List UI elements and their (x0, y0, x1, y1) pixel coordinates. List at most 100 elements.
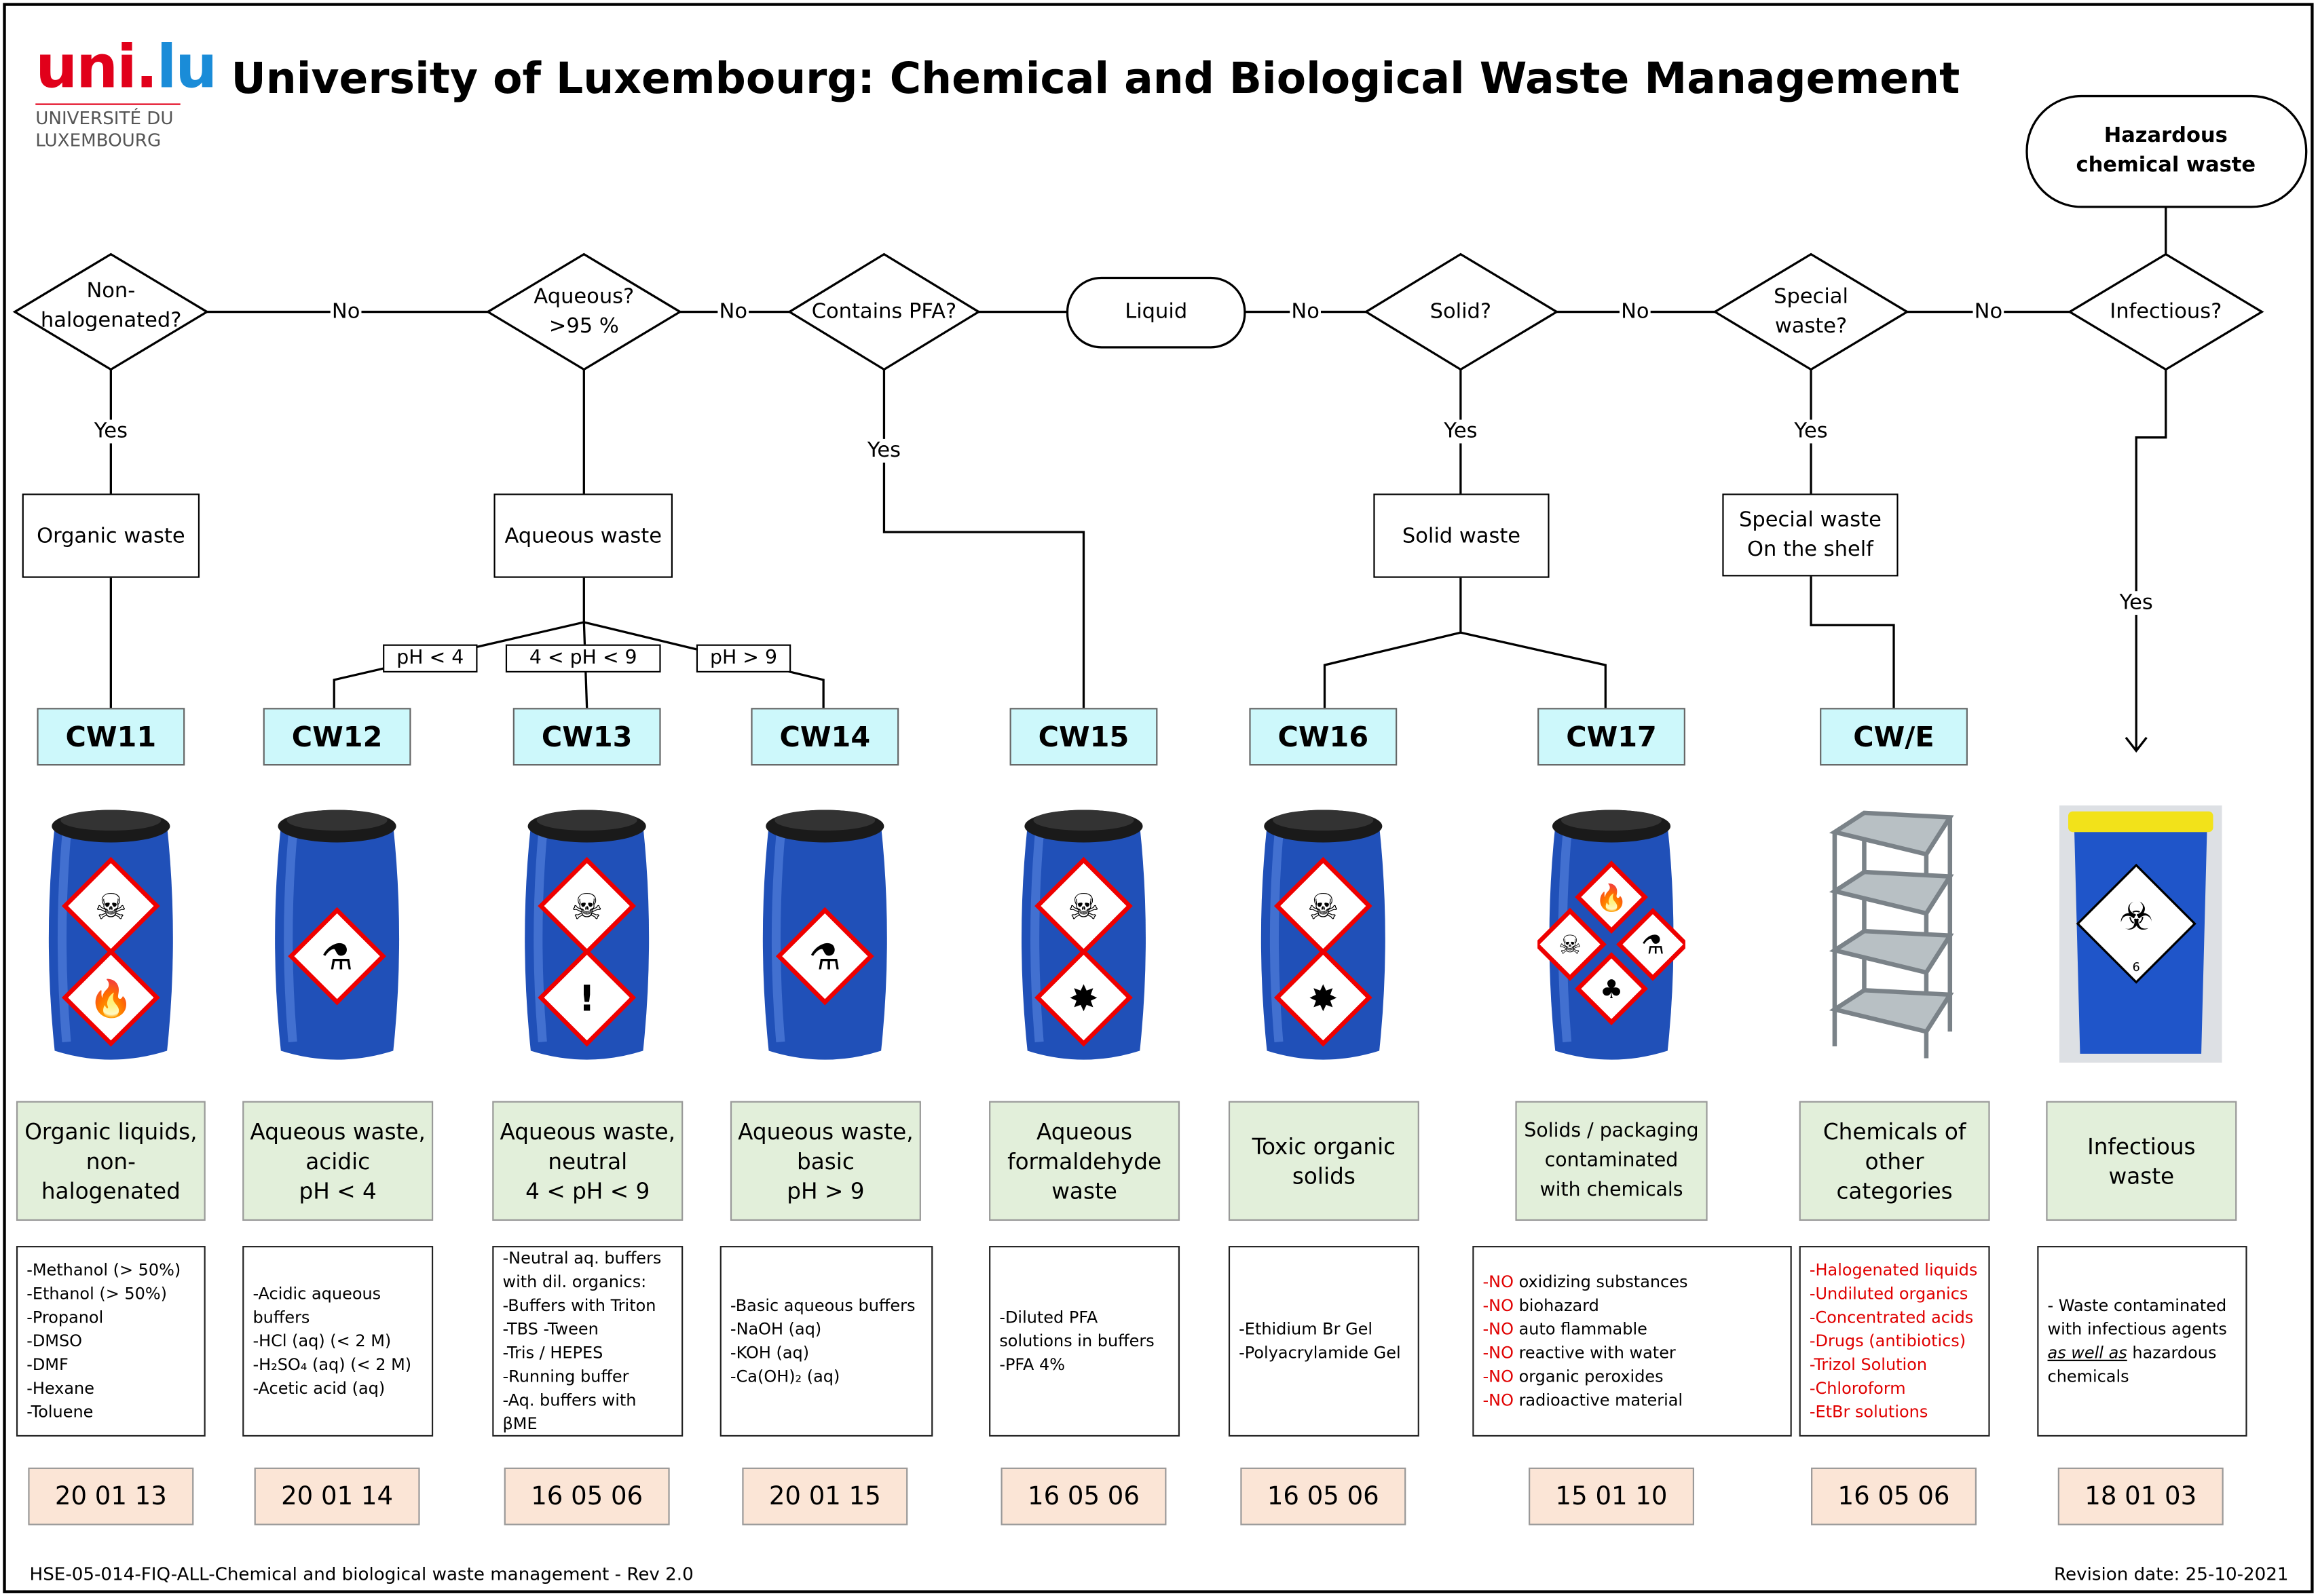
no-prefix: -NO (1482, 1342, 1514, 1363)
item-line: -Ethanol (> 50%) (26, 1283, 168, 1303)
waste-category: Chemicals of other categories (1799, 1101, 1990, 1221)
waste-category: Toxic organic solids (1228, 1101, 1419, 1221)
connector (1323, 577, 1462, 708)
start-terminal (2025, 94, 2308, 208)
infectious-bin-image: ☣6 (2059, 805, 2222, 1063)
svg-text:⚗: ⚗ (321, 936, 353, 978)
container-code-cw12: CW12 (263, 708, 411, 766)
container-code-cw13: CW13 (512, 708, 661, 766)
logo: uni.lu UNIVERSITÉ DU LUXEMBOURG (35, 35, 217, 152)
category-line: Aqueous waste, (250, 1118, 426, 1145)
category-line: Chemicals of (1822, 1118, 1966, 1145)
svg-text:⚗: ⚗ (809, 936, 841, 978)
item-line: -Buffers with Triton (502, 1295, 656, 1315)
item-line: -HCl (aq) (< 2 M) (253, 1331, 392, 1350)
category-line: Solids / packaging (1524, 1119, 1699, 1142)
category-line: neutral (548, 1147, 628, 1175)
skull-icon: ☠ (538, 856, 637, 955)
item-line: -PFA 4% (999, 1354, 1066, 1374)
item-line: buffers (253, 1307, 310, 1327)
svg-text:☠: ☠ (1068, 886, 1100, 928)
item-line: solutions in buffers (999, 1331, 1155, 1350)
barrel-image: ☠✸ (1260, 810, 1385, 1060)
waste-code: 15 01 10 (1529, 1467, 1694, 1525)
no-label: No (330, 300, 362, 324)
aqueous-waste-box: Aqueous waste (493, 493, 673, 578)
biohazard-icon: ☣6 (2076, 863, 2197, 984)
ph-high-label: pH > 9 (696, 644, 791, 672)
svg-text:♣: ♣ (1600, 974, 1623, 1005)
category-line: other (1865, 1147, 1924, 1175)
item-line: -TBS -Tween (502, 1318, 599, 1339)
no-label: No (1290, 300, 1322, 324)
yes-label: Yes (1793, 419, 1829, 444)
item-line: -Ethidium Br Gel (1239, 1318, 1373, 1339)
logo-line2: LUXEMBOURG (35, 130, 162, 151)
logo-line1: UNIVERSITÉ DU (35, 107, 174, 129)
item-line: -Running buffer (502, 1366, 629, 1386)
item-line: -Ca(OH)₂ (aq) (730, 1366, 840, 1386)
item-line: -Basic aqueous buffers (730, 1295, 916, 1315)
category-line: waste (2108, 1162, 2175, 1190)
item-line: -H₂SO₄ (aq) (< 2 M) (253, 1354, 412, 1374)
category-line: solids (1292, 1162, 1356, 1190)
category-line: basic (796, 1147, 855, 1175)
item-line: -Toluene (26, 1401, 94, 1422)
ph-mid-label: 4 < pH < 9 (505, 644, 661, 672)
svg-text:☠: ☠ (1558, 930, 1582, 961)
item-line: -Neutral aq. buffers (502, 1248, 662, 1268)
footer-document-id: HSE-05-014-FIQ-ALL-Chemical and biologic… (29, 1563, 694, 1584)
diamond-nonhalo (12, 252, 210, 371)
waste-code: 18 01 03 (2057, 1467, 2224, 1525)
category-line: Infectious (2087, 1133, 2196, 1160)
category-line: with chemicals (1539, 1178, 1683, 1201)
item-line: -NaOH (aq) (730, 1318, 822, 1339)
waste-code: 16 05 06 (504, 1467, 670, 1525)
category-line: Aqueous waste, (500, 1118, 676, 1145)
yes-label: Yes (865, 438, 903, 463)
category-line: 4 < pH < 9 (525, 1177, 650, 1204)
diamond-pfa (787, 252, 981, 371)
yes-label: Yes (2118, 591, 2155, 615)
connector (2135, 369, 2167, 751)
container-code-cw15: CW15 (1009, 708, 1158, 766)
liquid-label: Liquid (1125, 300, 1188, 324)
skull-icon: ☠ (61, 856, 160, 955)
connector (882, 369, 1085, 708)
category-line: contaminated (1544, 1149, 1679, 1172)
yes-label: Yes (92, 419, 130, 444)
diamond-special (1713, 252, 1909, 371)
category-line: Aqueous (1036, 1118, 1133, 1145)
waste-items-list: -Neutral aq. buffers with dil. organics: -… (492, 1246, 684, 1437)
item-line: -Chloroform (1809, 1378, 1906, 1398)
no-prefix: -NO (1482, 1272, 1514, 1291)
category-line: categories (1836, 1177, 1953, 1204)
no-prefix: -NO (1482, 1366, 1514, 1386)
connector (333, 621, 584, 708)
category-line: pH > 9 (787, 1177, 865, 1204)
item-line: -EtBr solutions (1809, 1401, 1928, 1422)
item-line: -NO reactive with water (1482, 1342, 1676, 1363)
barrel-image: ⚗ (762, 810, 887, 1060)
barrel-image: ⚗ (275, 810, 400, 1060)
svg-text:☠: ☠ (95, 886, 127, 928)
waste-code: 20 01 13 (28, 1467, 194, 1525)
connector (583, 621, 825, 708)
category-line: pH < 4 (299, 1177, 377, 1204)
waste-category: Infectious waste (2046, 1101, 2237, 1221)
health-hazard-icon: ✸ (1034, 948, 1133, 1047)
category-line: halogenated (41, 1177, 181, 1204)
waste-category: Aqueous waste, neutral 4 < pH < 9 (492, 1101, 684, 1221)
bin-class-label: 6 (2133, 961, 2140, 974)
svg-text:🔥: 🔥 (1595, 883, 1628, 913)
organic-waste-box: Organic waste (22, 493, 200, 578)
diamond-aqueous (485, 252, 683, 371)
waste-items-list: -Methanol (> 50%) -Ethanol (> 50%) -Propan… (16, 1246, 206, 1437)
svg-text:🔥: 🔥 (89, 978, 134, 1019)
shelf-image (1829, 810, 1954, 1059)
item-line: -NO oxidizing substances (1482, 1272, 1688, 1291)
item-line: -DMSO (26, 1331, 83, 1350)
waste-category: Aqueous waste, acidic pH < 4 (242, 1101, 434, 1221)
solid-waste-box: Solid waste (1373, 493, 1550, 578)
barrel-image: ☠! (525, 810, 650, 1060)
